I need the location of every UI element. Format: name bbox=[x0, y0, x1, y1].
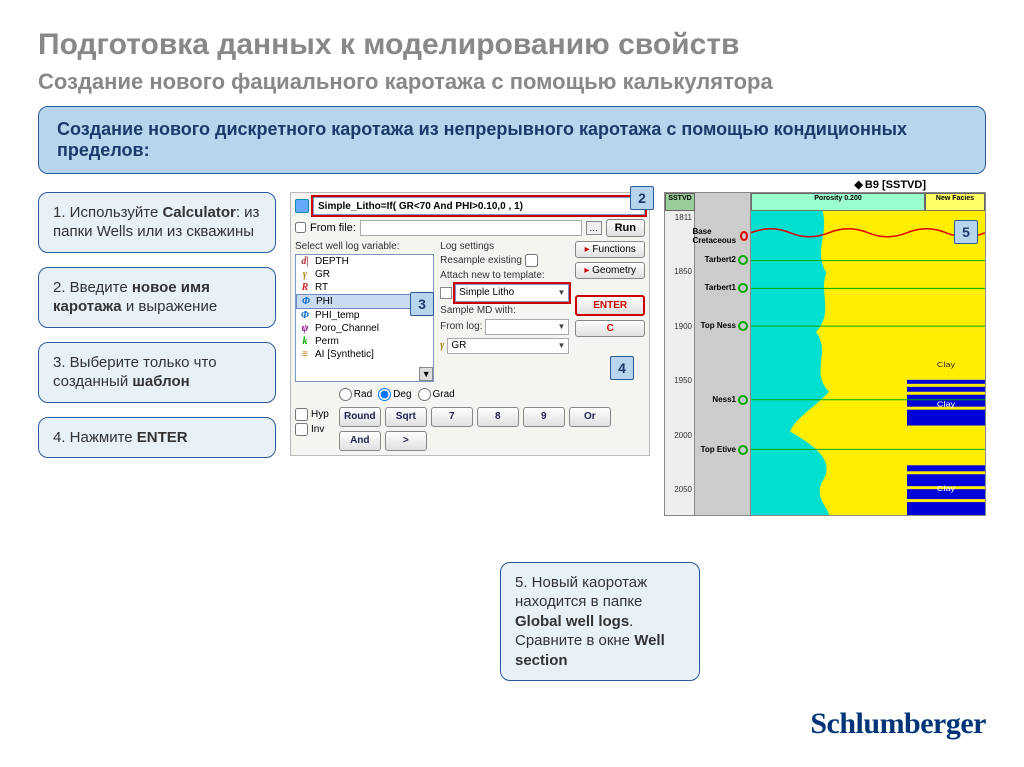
top-label: Top Ness bbox=[701, 321, 748, 331]
enter-button[interactable]: ENTER bbox=[575, 295, 645, 316]
tops-track: Base Cretaceous Tarbert2 Tarbert1 Top Ness N… bbox=[695, 193, 751, 515]
template-select[interactable]: Simple Litho▼ bbox=[455, 284, 569, 302]
from-log-select[interactable]: ▼ bbox=[485, 319, 569, 335]
keypad: RoundSqrt789Or And> bbox=[339, 407, 645, 451]
step-5: 5. Новый каоротаж находится в папке Glob… bbox=[500, 562, 700, 682]
log-track: Clay Clay Clay bbox=[751, 193, 985, 515]
calc-key[interactable]: Sqrt bbox=[385, 407, 427, 427]
steps-column: 1. Используйте Calculator: из папки Well… bbox=[38, 192, 276, 459]
top-label: Tarbert2 bbox=[705, 255, 748, 265]
step-3: 3. Выберите только что созданный шаблон bbox=[38, 342, 276, 403]
top-label: Base Cretaceous bbox=[692, 227, 748, 245]
depth-track: 181118501900195020002050 bbox=[665, 193, 695, 515]
hyp-checkbox[interactable] bbox=[295, 408, 308, 421]
sample-md-label: Sample MD with: bbox=[440, 305, 516, 316]
formula-input[interactable]: Simple_Litho=If( GR<70 And PHI>0.10,0 , … bbox=[313, 197, 645, 215]
log-item[interactable]: kPerm bbox=[296, 335, 433, 348]
gr-select[interactable]: GR▼ bbox=[447, 338, 569, 354]
select-log-label: Select well log variable: bbox=[295, 241, 434, 252]
svg-text:Clay: Clay bbox=[937, 485, 956, 493]
rad-radio[interactable] bbox=[339, 388, 352, 401]
calc-key[interactable]: And bbox=[339, 431, 381, 451]
step-1: 1. Используйте Calculator: из папки Well… bbox=[38, 192, 276, 253]
top-label: Tarbert1 bbox=[705, 283, 748, 293]
step-2: 2. Введите новое имя каротажа и выражени… bbox=[38, 267, 276, 328]
schlumberger-logo: Schlumberger bbox=[810, 707, 986, 741]
log-settings-label: Log settings bbox=[440, 241, 569, 252]
resample-checkbox[interactable] bbox=[525, 254, 538, 267]
log-list[interactable]: d|DEPTHγGRRRTΦPHIΦPHI_tempψPoro_Channelk… bbox=[295, 254, 434, 382]
well-name: B9 [SSTVD] bbox=[854, 178, 926, 191]
calculator-panel: Simple_Litho=If( GR<70 And PHI>0.10,0 , … bbox=[290, 192, 650, 456]
svg-text:Clay: Clay bbox=[937, 360, 956, 368]
step-4: 4. Нажмите ENTER bbox=[38, 417, 276, 459]
log-item[interactable]: ψPoro_Channel bbox=[296, 322, 433, 335]
marker-3: 3 bbox=[410, 292, 434, 316]
from-file-label: From file: bbox=[310, 222, 356, 234]
marker-4: 4 bbox=[610, 356, 634, 380]
calc-key[interactable]: 7 bbox=[431, 407, 473, 427]
attach-label: Attach new to template: bbox=[440, 270, 545, 281]
grad-radio[interactable] bbox=[418, 388, 431, 401]
log-item[interactable]: ≡AI [Synthetic] bbox=[296, 348, 433, 361]
calc-key[interactable]: 8 bbox=[477, 407, 519, 427]
header-sstvd: SSTVD bbox=[665, 193, 695, 211]
calc-key[interactable]: > bbox=[385, 431, 427, 451]
log-item[interactable]: γGR bbox=[296, 268, 433, 281]
well-section: B9 [SSTVD] SSTVD Porosity 0.200 New Faci… bbox=[664, 192, 986, 516]
functions-button[interactable]: ▸ Functions bbox=[575, 241, 645, 258]
browse-button[interactable]: … bbox=[586, 221, 602, 235]
calc-icon bbox=[295, 199, 309, 213]
clear-button[interactable]: C bbox=[575, 320, 645, 337]
from-file-checkbox[interactable] bbox=[295, 222, 306, 233]
marker-5: 5 bbox=[954, 220, 978, 244]
top-label: Top Etive bbox=[701, 445, 748, 455]
from-file-input[interactable] bbox=[360, 220, 582, 236]
slide-subtitle: Создание нового фациального каротажа с п… bbox=[38, 68, 986, 96]
deg-radio[interactable] bbox=[378, 388, 391, 401]
template-icon bbox=[440, 287, 452, 299]
top-label: Ness1 bbox=[712, 395, 748, 405]
geometry-button[interactable]: ▸ Geometry bbox=[575, 262, 645, 279]
calc-key[interactable]: Or bbox=[569, 407, 611, 427]
svg-text:Clay: Clay bbox=[937, 400, 956, 408]
marker-2: 2 bbox=[630, 186, 654, 210]
angle-mode: Rad Deg Grad bbox=[339, 388, 645, 401]
inv-checkbox[interactable] bbox=[295, 423, 308, 436]
log-item[interactable]: d|DEPTH bbox=[296, 255, 433, 268]
slide-title: Подготовка данных к моделированию свойст… bbox=[38, 28, 986, 62]
intro-box: Создание нового дискретного каротажа из … bbox=[38, 106, 986, 174]
calc-key[interactable]: Round bbox=[339, 407, 381, 427]
run-button[interactable]: Run bbox=[606, 219, 645, 237]
calc-key[interactable]: 9 bbox=[523, 407, 565, 427]
